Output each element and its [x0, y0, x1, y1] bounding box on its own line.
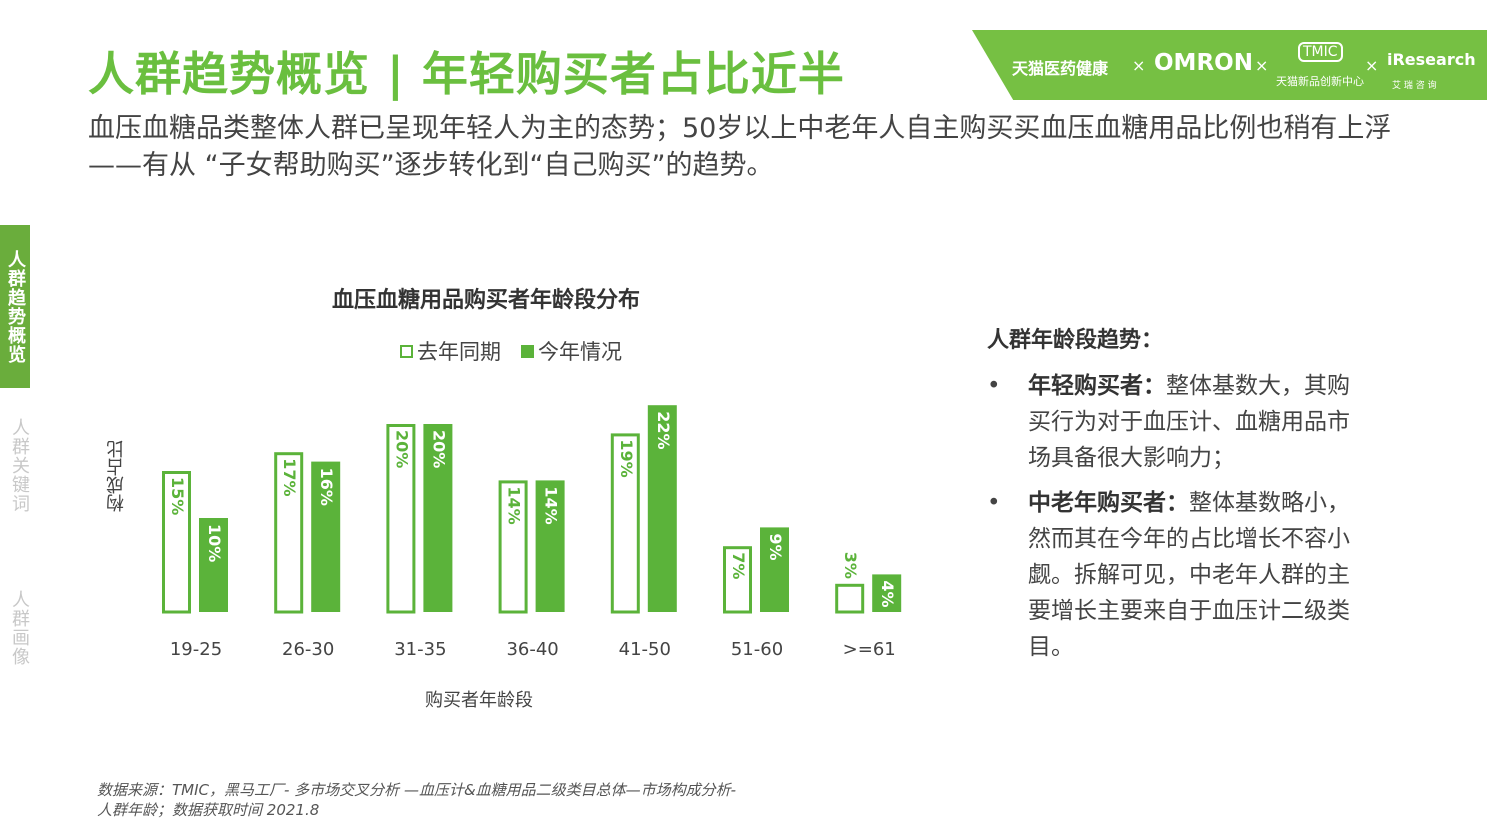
bar-value-label: 10%	[205, 524, 224, 562]
bar-value-label: 14%	[542, 486, 561, 524]
times-sign: ×	[1255, 56, 1269, 75]
bar-this-year	[647, 405, 677, 612]
iresearch-sub: 艾 瑞 咨 询	[1392, 81, 1437, 91]
bar-value-label: 20%	[392, 430, 411, 468]
bar-value-label: 19%	[617, 439, 636, 477]
bar-value-label: 16%	[317, 468, 336, 506]
bullet-dot: •	[987, 490, 1001, 516]
omron-logo: OMRON	[1154, 50, 1253, 76]
bar-value-label: 9%	[766, 533, 785, 560]
filled-swatch	[521, 345, 534, 358]
bar-last-year	[610, 433, 640, 614]
bullet-dot: •	[987, 373, 1001, 399]
nav-trend-overview[interactable]: 人群趋势概览	[0, 225, 30, 388]
times-sign: ×	[1132, 56, 1146, 75]
bar-last-year	[498, 480, 528, 614]
x-axis-label: 购买者年龄段	[425, 690, 533, 711]
tmall-health-logo: 天猫医药健康	[1012, 59, 1109, 78]
right-heading: 人群年龄段趋势：	[987, 328, 1164, 353]
outline-swatch	[400, 345, 413, 358]
nav-keywords[interactable]: 人群关键词	[9, 418, 30, 513]
bar-value-label: 14%	[505, 486, 524, 524]
x-tick-label: 31-35	[394, 639, 446, 660]
bar-last-year	[723, 546, 752, 614]
bullet-young: • 年轻购买者：整体基数大，其购买行为对于血压计、血糖用品市场具备很大影响力；	[987, 368, 1357, 476]
bullet-text: 整体基数略小，然而其在今年的占比增长不容小觑。拆解可见，中老年人群的主要增长主要…	[1028, 490, 1350, 660]
bar-last-year	[386, 424, 416, 614]
x-tick-label: 36-40	[506, 639, 558, 660]
times-sign: ×	[1365, 56, 1379, 75]
bar-value-label: 7%	[729, 552, 748, 579]
bullet-bold: 中老年购买者：	[1028, 490, 1189, 516]
bar-value-label: 17%	[280, 458, 299, 496]
iresearch-logo: iResearch	[1387, 50, 1476, 69]
chart-legend: 去年同期 今年情况	[400, 336, 622, 366]
x-tick-label: 51-60	[731, 639, 783, 660]
legend-label: 今年情况	[538, 340, 622, 364]
bar-value-label: 22%	[654, 411, 673, 449]
x-tick-label: >=61	[843, 639, 896, 660]
bar-this-year	[535, 480, 565, 612]
x-tick-label: 41-50	[619, 639, 671, 660]
bar-this-year	[872, 574, 902, 612]
bullet-text: 整体基数大，其购买行为对于血压计、血糖用品市场具备很大影响力；	[1028, 373, 1350, 471]
bar-this-year	[199, 518, 228, 612]
bullet-elder: • 中老年购买者：整体基数略小，然而其在今年的占比增长不容小觑。拆解可见，中老年人…	[987, 485, 1357, 665]
bar-value-label: 4%	[878, 580, 897, 607]
bar-this-year	[423, 424, 453, 612]
bullet-bold: 年轻购买者：	[1028, 373, 1166, 399]
x-tick-label: 26-30	[282, 639, 334, 660]
legend-this-year: 今年情况	[521, 336, 622, 366]
bar-this-year	[760, 527, 789, 612]
bar-value-label: 20%	[429, 430, 448, 468]
chart-title: 血压血糖用品购买者年龄段分布	[332, 288, 641, 313]
subtitle: 血压血糖品类整体人群已呈现年轻人为主的态势；50岁以上中老年人自主购买买血压血糖…	[88, 113, 1392, 181]
bar-last-year	[274, 452, 304, 614]
source-note: 数据来源：TMIC，黑马工厂- 多市场交叉分析 —血压计&血糖用品二级类目总体—…	[97, 781, 737, 819]
tmic-text: 天猫新品创新中心	[1276, 75, 1364, 88]
legend-label: 去年同期	[417, 340, 501, 364]
page-title: 人群趋势概览 | 年轻购买者占比近半	[88, 47, 845, 101]
partner-logos-banner: 天猫医药健康 × OMRON × TMIC 天猫新品创新中心 × iResear…	[972, 30, 1487, 100]
bar-last-year	[835, 583, 865, 614]
legend-last-year: 去年同期	[400, 336, 501, 366]
bar-this-year	[311, 461, 341, 612]
nav-portrait[interactable]: 人群画像	[9, 590, 30, 666]
bar-value-label: 15%	[168, 477, 187, 515]
bar-last-year	[162, 471, 191, 614]
bar-value-label: 3%	[841, 552, 860, 579]
tmic-logo: TMIC	[1298, 42, 1343, 62]
x-tick-label: 19-25	[170, 639, 222, 660]
